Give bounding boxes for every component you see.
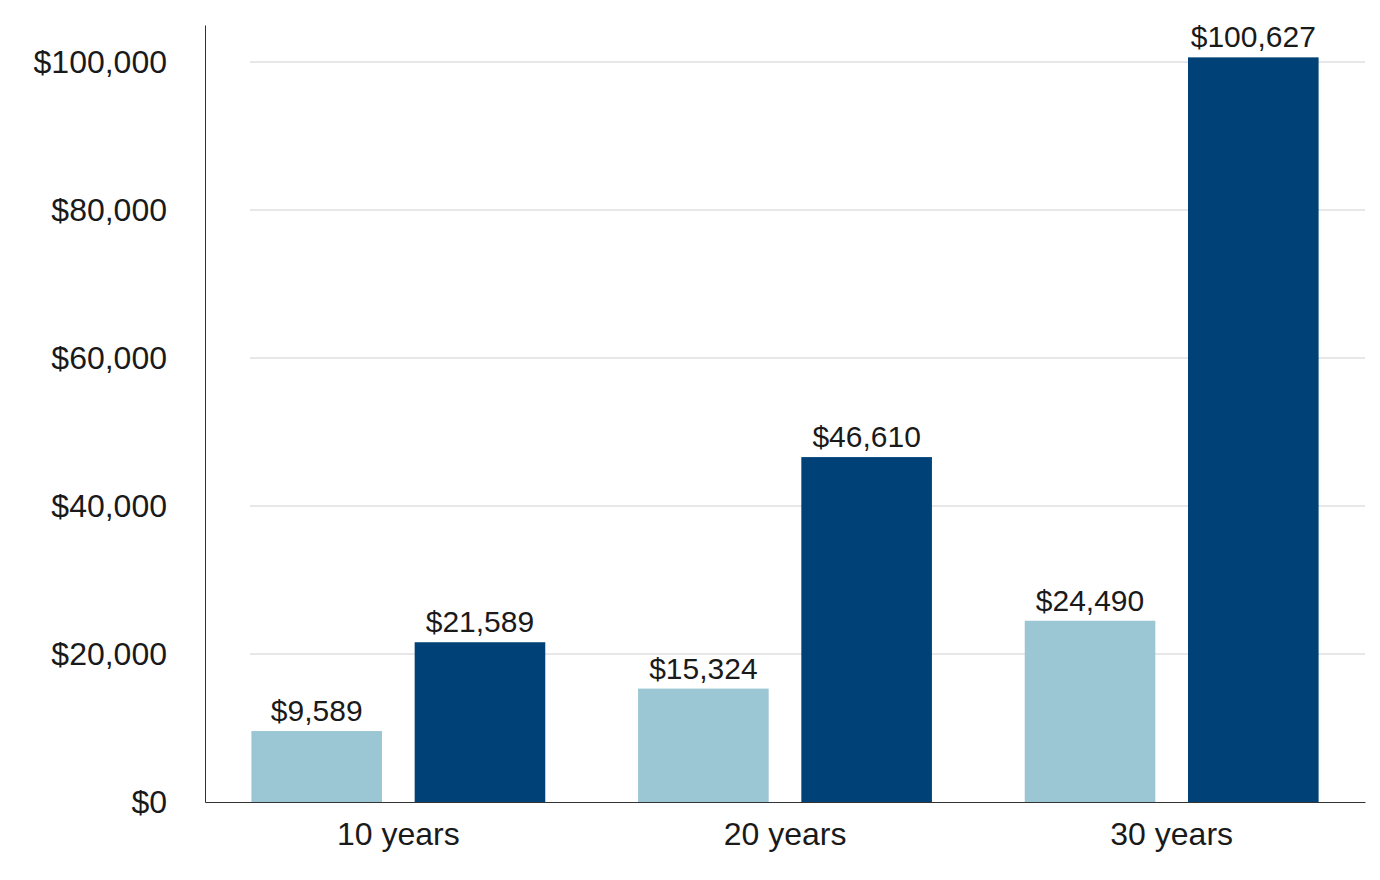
y-tick: $0: [131, 784, 205, 820]
data-label: $15,324: [649, 652, 757, 685]
x-tick: 10 years: [337, 802, 460, 852]
y-tick-label: $80,000: [51, 192, 167, 228]
bar: [251, 731, 382, 802]
bar: [638, 689, 769, 802]
x-axis-line: [206, 802, 1366, 803]
data-label: $9,589: [271, 694, 363, 727]
y-tick-label: $20,000: [51, 636, 167, 672]
bar: [415, 642, 546, 802]
x-tick-label: 10 years: [337, 816, 460, 852]
data-label: $46,610: [812, 420, 920, 453]
bar: [1188, 57, 1319, 802]
bar: [801, 457, 932, 802]
y-tick: $40,000: [51, 488, 205, 524]
bar: [1025, 621, 1156, 802]
chart: $0 $20,000 $40,000 $60,000 $80,000 $100,000 10…: [0, 0, 1380, 880]
data-label: $21,589: [426, 605, 534, 638]
y-tick: $60,000: [51, 340, 205, 376]
y-tick-label: $60,000: [51, 340, 167, 376]
y-tick: $100,000: [34, 44, 205, 80]
bars: [251, 57, 1318, 802]
y-tick-label: $40,000: [51, 488, 167, 524]
data-label: $24,490: [1036, 584, 1144, 617]
y-tick-label: $100,000: [34, 44, 167, 80]
x-tick: 20 years: [724, 802, 847, 852]
data-label: $100,627: [1191, 20, 1316, 53]
y-tick: $20,000: [51, 636, 205, 672]
y-tick: $80,000: [51, 192, 205, 228]
y-axis-line: [205, 26, 206, 803]
plot: $0 $20,000 $40,000 $60,000 $80,000 $100,000 10…: [34, 20, 1366, 851]
x-tick-label: 30 years: [1110, 816, 1233, 852]
x-tick-label: 20 years: [724, 816, 847, 852]
x-tick: 30 years: [1110, 802, 1233, 852]
y-tick-label: $0: [131, 784, 167, 820]
y-axis: $0 $20,000 $40,000 $60,000 $80,000 $100,000: [34, 26, 206, 820]
x-axis: 10 years 20 years 30 years: [206, 802, 1366, 852]
data-labels: $9,589 $15,324 $24,490 $21,589 $46,610 $100,6…: [271, 20, 1316, 727]
